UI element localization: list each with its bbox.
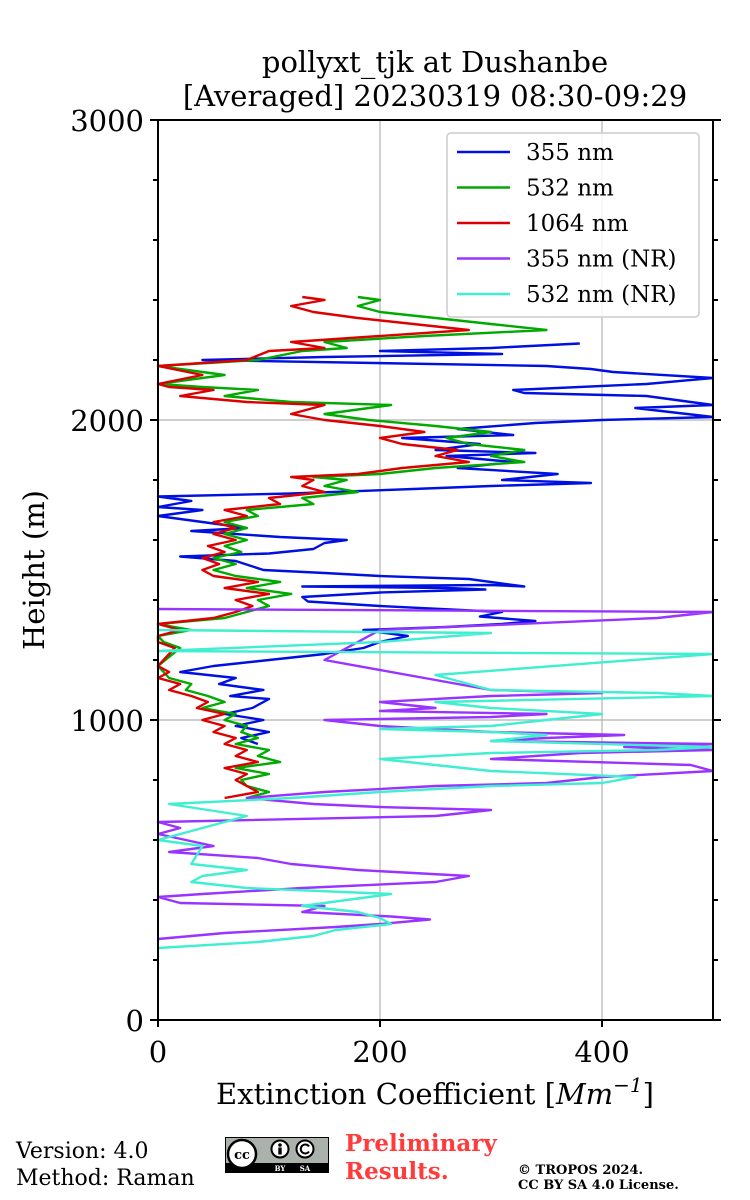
plot-frame xyxy=(157,119,714,1021)
legend-label: 532 nm (NR) xyxy=(526,282,677,308)
x-axis-label-exponent: −1 xyxy=(613,1073,642,1097)
y-tick-label: 2000 xyxy=(70,404,144,438)
copyright-line2: CC BY SA 4.0 License. xyxy=(518,1178,679,1193)
legend: 355 nm 532 nm 1064 nm 355 nm (NR) 532 nm (NR… xyxy=(446,132,700,318)
y-axis-label: Height (m) xyxy=(17,490,51,650)
legend-label: 1064 nm xyxy=(526,211,629,237)
version-text: Version: 4.0 xyxy=(16,1139,149,1164)
x-tick-label: 200 xyxy=(352,1035,407,1069)
x-axis-label-unit: Mm xyxy=(555,1077,613,1111)
x-tick-label: 400 xyxy=(574,1035,629,1069)
preliminary-results-label: Preliminary Results. xyxy=(345,1130,497,1186)
svg-text:SA: SA xyxy=(300,1164,311,1173)
svg-text:cc: cc xyxy=(234,1148,250,1163)
y-tick-label: 3000 xyxy=(70,104,144,138)
legend-label: 532 nm xyxy=(526,176,614,202)
x-axis-label: Extinction Coefficient [Mm−1] xyxy=(216,1073,654,1111)
legend-box xyxy=(446,132,700,318)
legend-label: 355 nm (NR) xyxy=(526,247,677,273)
chart-title-line2: [Averaged] 20230319 08:30-09:29 xyxy=(183,79,687,113)
y-tick-label: 1000 xyxy=(70,704,144,738)
chart-title-line1: pollyxt_tjk at Dushanbe xyxy=(262,45,608,80)
data-series xyxy=(156,295,715,950)
y-tick-label: 0 xyxy=(126,1004,144,1038)
series-line-355-nm-nr xyxy=(156,607,715,941)
preliminary-line2: Results. xyxy=(345,1158,449,1185)
extinction-profile-chart: pollyxt_tjk at Dushanbe [Averaged] 20230… xyxy=(17,45,721,1111)
method-text: Method: Raman xyxy=(16,1166,195,1191)
legend-label: 355 nm xyxy=(526,140,614,166)
svg-text:BY: BY xyxy=(275,1164,287,1173)
x-tick-label: 0 xyxy=(149,1035,167,1069)
copyright-line1: © TROPOS 2024. xyxy=(518,1163,644,1178)
copyright-notice: © TROPOS 2024. CC BY SA 4.0 License. xyxy=(518,1163,679,1193)
x-axis-label-close: ] xyxy=(643,1077,654,1111)
cc-by-sa-icon: cc BY SA xyxy=(225,1137,329,1173)
series-line-532-nm-nr xyxy=(156,624,715,950)
preliminary-line1: Preliminary xyxy=(345,1130,497,1157)
x-axis-label-text: Extinction Coefficient [ xyxy=(216,1077,556,1111)
series-line-355-nm xyxy=(156,342,715,746)
series-line-1064-nm xyxy=(156,295,470,800)
